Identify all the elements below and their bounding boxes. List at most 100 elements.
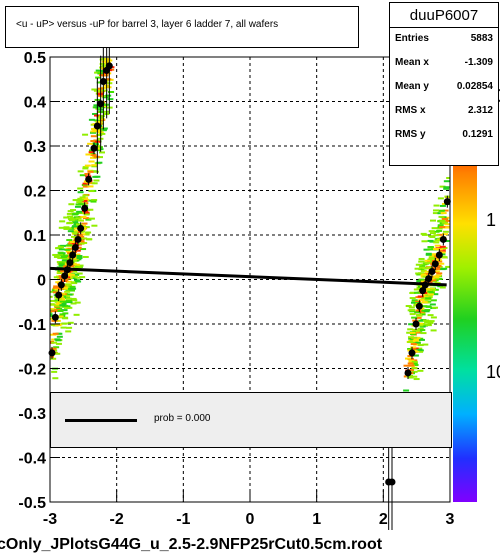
density-cell xyxy=(93,143,100,146)
density-cell xyxy=(413,378,420,381)
density-cell xyxy=(50,347,57,350)
density-cell xyxy=(73,216,80,219)
density-cell xyxy=(72,218,79,221)
density-cell xyxy=(433,277,440,280)
density-cell xyxy=(105,53,111,55)
density-cell xyxy=(424,308,431,311)
stats-value: 2.312 xyxy=(467,105,493,116)
y-tick-label: 0.5 xyxy=(24,50,46,67)
y-tick-label: -0.3 xyxy=(18,406,46,423)
density-cell xyxy=(437,233,444,236)
density-cell xyxy=(432,306,439,309)
density-cell xyxy=(81,199,88,202)
density-cell xyxy=(107,98,114,101)
density-cell xyxy=(418,257,425,260)
density-cell xyxy=(439,245,446,248)
density-cell xyxy=(427,290,434,293)
density-cell xyxy=(91,224,98,227)
density-cell xyxy=(70,287,77,290)
density-cell xyxy=(410,343,417,346)
density-cell xyxy=(108,90,115,93)
density-cell xyxy=(76,201,83,204)
density-cell xyxy=(437,224,444,227)
density-cell xyxy=(78,230,85,233)
density-cell xyxy=(107,52,113,54)
density-cell xyxy=(433,270,440,273)
density-cell xyxy=(50,308,56,311)
density-cell xyxy=(418,338,425,341)
density-cell xyxy=(412,354,419,357)
density-cell xyxy=(411,362,418,365)
density-cell xyxy=(50,313,53,316)
density-cell xyxy=(421,233,428,236)
density-cell xyxy=(85,153,92,156)
density-cell xyxy=(406,331,413,334)
density-cell xyxy=(66,286,73,289)
density-cell xyxy=(68,219,75,222)
density-cell xyxy=(414,341,421,344)
density-cell xyxy=(67,242,74,245)
density-cell xyxy=(76,257,83,260)
density-cell xyxy=(87,170,94,173)
density-cell xyxy=(414,291,421,294)
density-cell xyxy=(60,302,67,305)
density-cell xyxy=(407,341,414,344)
density-cell xyxy=(101,64,108,67)
density-cell xyxy=(405,305,412,308)
density-cell xyxy=(70,259,77,262)
density-cell xyxy=(410,291,417,294)
stats-row-mean-y: Mean y 0.02854 xyxy=(395,81,493,101)
density-cell xyxy=(85,218,92,221)
density-cell xyxy=(52,291,59,294)
stats-box: duuP6007 Entries 5883 Mean x -1.309 Mean… xyxy=(389,2,499,166)
density-cell xyxy=(105,51,111,53)
density-cell xyxy=(425,252,432,255)
density-cell xyxy=(82,166,89,169)
density-cell xyxy=(93,179,100,182)
density-cell xyxy=(64,290,71,293)
density-cell xyxy=(428,256,435,259)
density-cell xyxy=(443,240,450,243)
density-cell xyxy=(58,264,65,267)
density-cell xyxy=(432,293,439,296)
density-cell xyxy=(422,267,429,270)
y-tick-label: -0.2 xyxy=(18,362,46,379)
density-cell xyxy=(445,265,450,268)
density-cell xyxy=(423,323,430,326)
density-cell xyxy=(71,277,78,280)
density-cell xyxy=(99,151,106,154)
density-cell xyxy=(90,130,97,133)
density-cell xyxy=(415,300,422,303)
density-cell xyxy=(65,300,72,303)
fit-line xyxy=(49,266,447,287)
density-cell xyxy=(430,257,437,260)
density-cell xyxy=(66,212,73,215)
density-cell xyxy=(88,151,95,154)
density-cell xyxy=(99,62,106,65)
density-cell xyxy=(90,170,97,173)
legend: prob = 0.000 xyxy=(50,392,452,448)
density-cell xyxy=(67,321,74,324)
density-cell xyxy=(59,277,66,280)
density-cell xyxy=(75,266,82,269)
density-cell xyxy=(88,118,95,121)
density-cell xyxy=(97,119,104,122)
profile-point xyxy=(404,369,412,377)
density-cell xyxy=(90,200,97,203)
density-cell xyxy=(61,286,68,289)
density-cell xyxy=(409,313,416,316)
density-cell xyxy=(423,320,430,323)
profile-point xyxy=(428,267,436,275)
density-cell xyxy=(429,288,436,291)
density-cell xyxy=(428,230,435,233)
density-cell xyxy=(96,81,103,84)
density-cell xyxy=(432,212,439,215)
y-tick-label: 0.1 xyxy=(24,228,46,245)
density-cell xyxy=(84,172,91,175)
density-cell xyxy=(78,242,85,245)
density-cell xyxy=(430,316,437,319)
density-cell xyxy=(72,273,79,276)
stats-label: Mean x xyxy=(395,57,429,68)
density-cell xyxy=(415,263,422,266)
density-cell xyxy=(441,256,448,259)
